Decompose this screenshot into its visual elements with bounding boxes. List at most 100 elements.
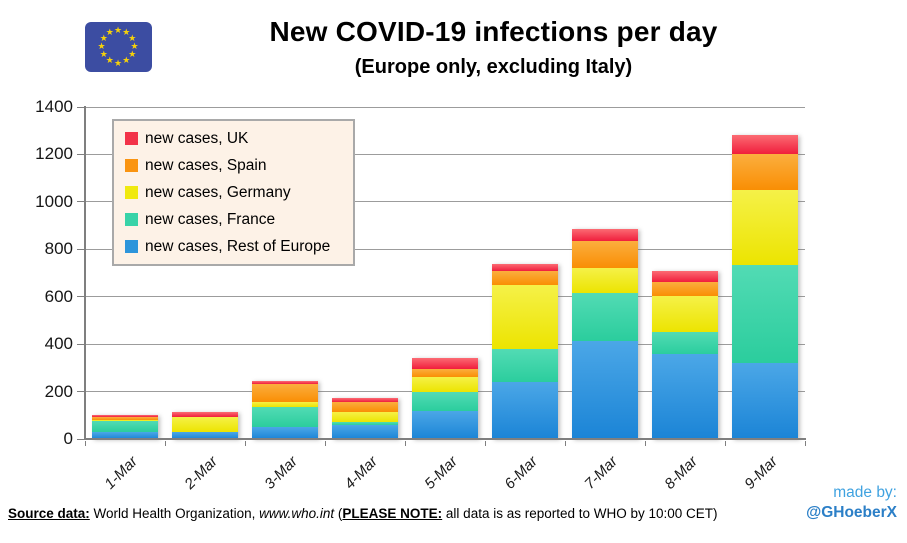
bar-segment bbox=[332, 421, 398, 425]
legend-item: new cases, Rest of Europe bbox=[125, 238, 353, 256]
legend-swatch-icon bbox=[125, 186, 138, 199]
bar-segment bbox=[172, 432, 238, 439]
gridline-y-1400 bbox=[85, 106, 805, 108]
bar-segment bbox=[652, 296, 718, 332]
legend-item: new cases, France bbox=[125, 211, 353, 229]
x-axis-line bbox=[84, 438, 806, 440]
bar-4-Mar bbox=[332, 107, 398, 439]
bar-7-Mar bbox=[572, 107, 638, 439]
bar-segment bbox=[652, 271, 718, 283]
y-axis-tick-label: 1400 bbox=[35, 97, 73, 116]
x-axis-tick-mark bbox=[245, 441, 246, 446]
bar-segment bbox=[572, 293, 638, 341]
bar-segment bbox=[332, 398, 398, 402]
bar-2-Mar bbox=[172, 107, 238, 439]
x-axis-tick-mark bbox=[165, 441, 166, 446]
bar-segment bbox=[732, 190, 798, 265]
x-axis-tick-label: 9-Mar bbox=[741, 453, 782, 493]
x-axis-tick-mark bbox=[805, 441, 806, 446]
bar-segment bbox=[572, 241, 638, 269]
x-axis-tick-mark bbox=[565, 441, 566, 446]
x-axis-tick-mark bbox=[725, 441, 726, 446]
note-open: ( bbox=[334, 506, 343, 521]
eu-flag-star: ★ bbox=[128, 49, 137, 60]
eu-flag-star: ★ bbox=[97, 41, 106, 51]
x-axis-tick-mark bbox=[485, 441, 486, 446]
legend-item: new cases, Spain bbox=[125, 157, 353, 175]
chart-title: New COVID-19 infections per day bbox=[269, 16, 718, 47]
y-axis-tick-mark bbox=[77, 391, 84, 393]
bar-segment bbox=[252, 407, 318, 428]
bar-segment bbox=[572, 268, 638, 294]
x-axis-tick-mark bbox=[85, 441, 86, 446]
bar-segment bbox=[492, 284, 558, 349]
source-text: World Health Organization, bbox=[89, 506, 260, 521]
bar-segment bbox=[652, 353, 718, 439]
bar-segment bbox=[92, 421, 158, 432]
made-by-credit: made by: @GHoeberX bbox=[806, 483, 897, 523]
eu-flag-star: ★ bbox=[122, 55, 131, 66]
bar-segment bbox=[732, 363, 798, 439]
y-axis-tick-mark bbox=[77, 248, 84, 250]
legend-label: new cases, Germany bbox=[145, 183, 291, 201]
legend-swatch-icon bbox=[125, 213, 138, 226]
bar-segment bbox=[252, 402, 318, 407]
y-axis-tick-label: 1000 bbox=[35, 191, 73, 211]
gridline-y-800 bbox=[85, 248, 805, 250]
y-axis-tick-mark bbox=[77, 201, 84, 203]
bar-segment bbox=[572, 228, 638, 242]
bar-segment bbox=[412, 392, 478, 411]
legend-swatch-icon bbox=[125, 240, 138, 253]
bar-segment bbox=[652, 282, 718, 297]
bar-1-Mar bbox=[92, 107, 158, 439]
gridline-y-1000 bbox=[85, 201, 805, 203]
eu-flag-icon: ★ ★ ★ ★ ★ ★ ★ ★ ★ ★ ★ ★ bbox=[85, 22, 152, 72]
y-axis-tick-mark bbox=[77, 438, 84, 440]
legend-swatch-icon bbox=[125, 159, 138, 172]
bar-segment bbox=[332, 411, 398, 422]
legend-label: new cases, Rest of Europe bbox=[145, 237, 331, 255]
y-axis-tick-label: 800 bbox=[44, 239, 73, 259]
eu-flag-star: ★ bbox=[128, 32, 137, 43]
bar-segment bbox=[492, 382, 558, 439]
bar-segment bbox=[412, 410, 478, 439]
y-axis-tick-label: 200 bbox=[44, 381, 73, 401]
bar-segment bbox=[332, 424, 398, 439]
bar-5-Mar bbox=[412, 107, 478, 439]
bar-segment bbox=[252, 383, 318, 403]
y-axis-tick-mark bbox=[77, 153, 84, 155]
eu-flag-star: ★ bbox=[122, 26, 131, 37]
bar-9-Mar bbox=[732, 107, 798, 439]
chart-subtitle: (Europe only, excluding Italy) bbox=[354, 56, 633, 78]
bar-segment bbox=[492, 270, 558, 285]
legend-swatch-icon bbox=[125, 132, 138, 145]
y-axis-tick-label: 0 bbox=[63, 429, 73, 448]
gridline-y-1200 bbox=[85, 153, 805, 155]
gridline-y-600 bbox=[85, 296, 805, 298]
bar-8-Mar bbox=[652, 107, 718, 439]
y-axis-tick-label: 400 bbox=[44, 334, 73, 354]
plot-area bbox=[85, 106, 805, 439]
legend-item: new cases, Germany bbox=[125, 184, 353, 202]
x-axis-tick-mark bbox=[405, 441, 406, 446]
source-note: Source data: World Health Organization, … bbox=[8, 506, 718, 521]
bar-segment bbox=[652, 331, 718, 354]
note-text: all data is as reported to WHO by 10:00 … bbox=[442, 506, 718, 521]
bar-segment bbox=[252, 381, 318, 384]
legend-label: new cases, UK bbox=[145, 129, 249, 147]
eu-flag-star: ★ bbox=[99, 32, 108, 43]
y-axis-tick-mark bbox=[77, 343, 84, 345]
bar-segment bbox=[732, 154, 798, 191]
eu-flag-star: ★ bbox=[130, 41, 139, 51]
bar-segment bbox=[92, 431, 158, 439]
y-axis-line bbox=[84, 106, 86, 440]
bar-segment bbox=[412, 368, 478, 378]
bar-segment bbox=[172, 416, 238, 433]
eu-flag-star: ★ bbox=[105, 55, 114, 66]
made-by-handle: @GHoeberX bbox=[806, 504, 897, 522]
x-axis-tick-mark bbox=[325, 441, 326, 446]
legend-label: new cases, Spain bbox=[145, 156, 267, 174]
bar-6-Mar bbox=[492, 107, 558, 439]
source-site: www.who.int bbox=[259, 506, 335, 521]
